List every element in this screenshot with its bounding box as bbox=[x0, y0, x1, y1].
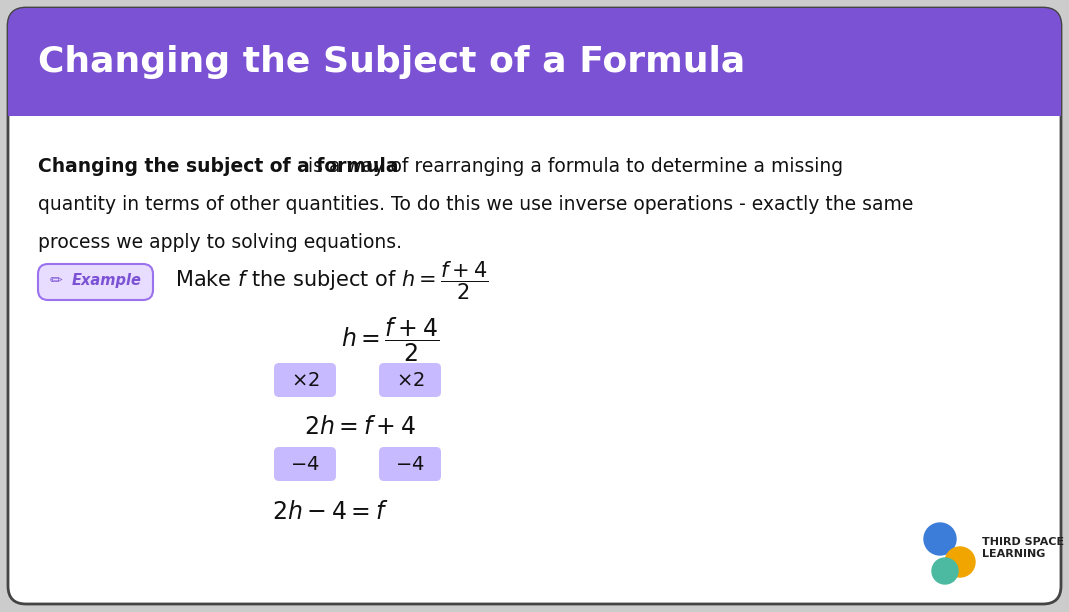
Text: Changing the subject of a formula: Changing the subject of a formula bbox=[38, 157, 399, 176]
Bar bbox=[7, 96, 1062, 116]
Text: $h = \dfrac{f+4}{2}$: $h = \dfrac{f+4}{2}$ bbox=[341, 316, 439, 364]
FancyBboxPatch shape bbox=[7, 8, 1062, 604]
Text: LEARNING: LEARNING bbox=[982, 549, 1045, 559]
Text: is a way of rearranging a formula to determine a missing: is a way of rearranging a formula to det… bbox=[303, 157, 843, 176]
Text: process we apply to solving equations.: process we apply to solving equations. bbox=[38, 233, 402, 252]
Text: THIRD SPACE: THIRD SPACE bbox=[982, 537, 1064, 547]
FancyBboxPatch shape bbox=[274, 447, 336, 481]
Text: $2h = f + 4$: $2h = f + 4$ bbox=[304, 415, 416, 439]
Text: $-4$: $-4$ bbox=[396, 455, 424, 474]
Text: Example: Example bbox=[72, 274, 142, 288]
Circle shape bbox=[924, 523, 956, 555]
Text: $\times 2$: $\times 2$ bbox=[396, 370, 424, 389]
FancyBboxPatch shape bbox=[7, 8, 1062, 116]
FancyBboxPatch shape bbox=[274, 363, 336, 397]
Text: $2h - 4 = f$: $2h - 4 = f$ bbox=[272, 500, 388, 524]
Text: $-4$: $-4$ bbox=[290, 455, 320, 474]
Text: quantity in terms of other quantities. To do this we use inverse operations - ex: quantity in terms of other quantities. T… bbox=[38, 195, 913, 214]
Circle shape bbox=[945, 547, 975, 577]
FancyBboxPatch shape bbox=[379, 363, 441, 397]
Text: ✏: ✏ bbox=[50, 274, 63, 288]
FancyBboxPatch shape bbox=[38, 264, 153, 300]
FancyBboxPatch shape bbox=[379, 447, 441, 481]
Text: $\times 2$: $\times 2$ bbox=[291, 370, 320, 389]
Circle shape bbox=[932, 558, 958, 584]
Text: Changing the Subject of a Formula: Changing the Subject of a Formula bbox=[38, 45, 745, 79]
Text: Make $f$ the subject of $h = \dfrac{f+4}{2}$: Make $f$ the subject of $h = \dfrac{f+4}… bbox=[175, 259, 489, 302]
